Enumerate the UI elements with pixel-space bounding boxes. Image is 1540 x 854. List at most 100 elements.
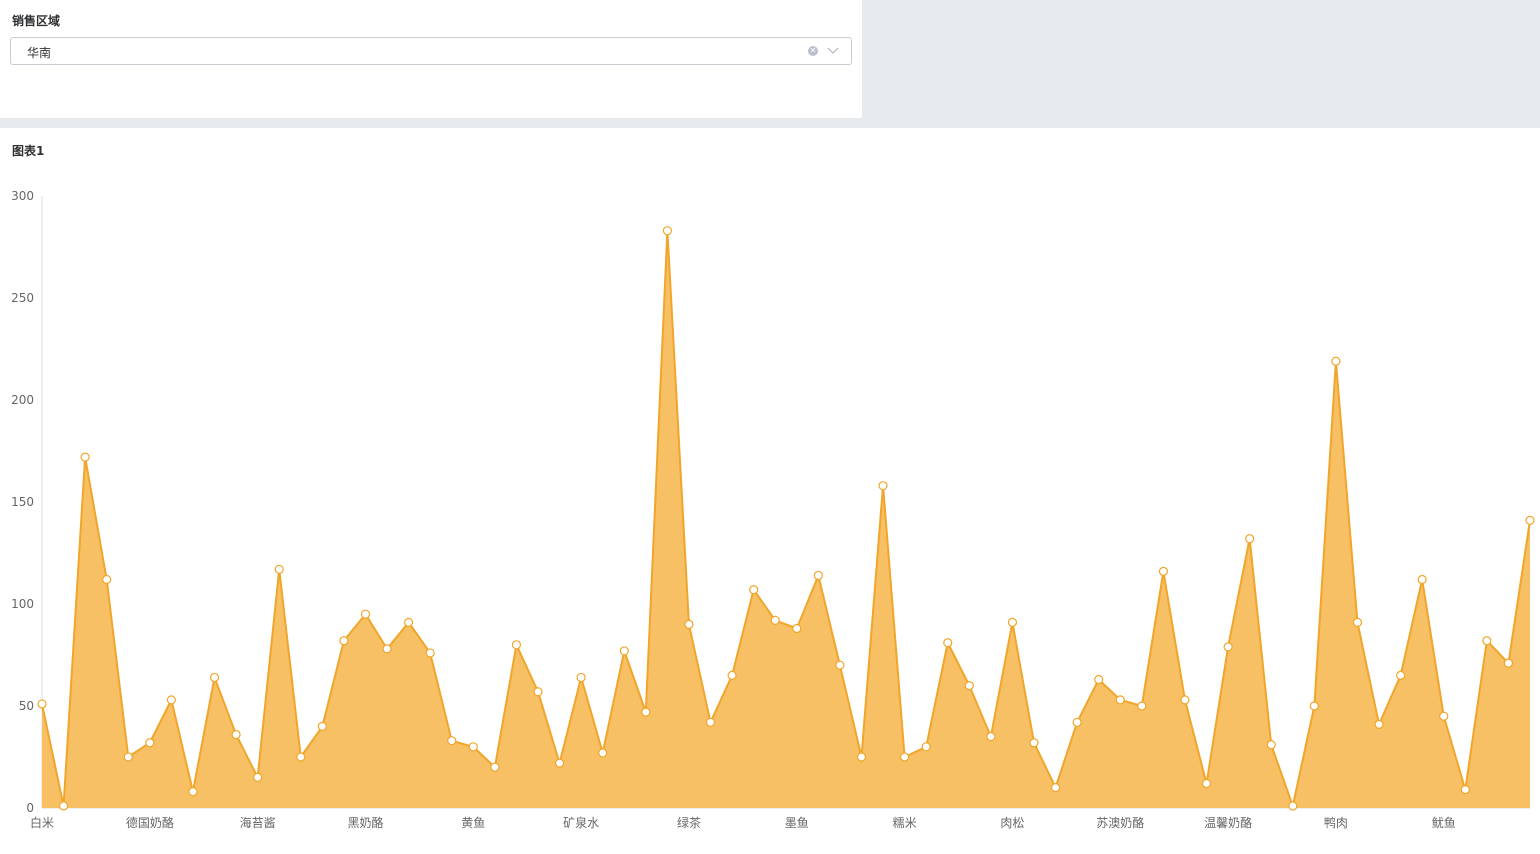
data-point <box>1007 617 1018 627</box>
data-point <box>490 762 500 772</box>
data-point <box>317 721 327 732</box>
data-point <box>1115 695 1125 705</box>
data-point <box>166 695 176 705</box>
data-point <box>619 646 629 656</box>
data-point <box>58 801 69 811</box>
data-point <box>1266 740 1276 750</box>
data-point <box>1288 801 1298 811</box>
data-point <box>296 752 306 762</box>
x-tick-label: 鸭肉 <box>1324 816 1348 830</box>
data-point <box>1503 658 1514 668</box>
data-point <box>37 699 47 709</box>
data-point <box>1094 674 1104 685</box>
filter-panel: 销售区域 华南 ✕ <box>0 0 862 118</box>
data-point <box>404 617 414 627</box>
data-point <box>878 481 888 491</box>
data-point <box>231 729 241 740</box>
x-tick-label: 苏澳奶酪 <box>1096 815 1144 830</box>
data-point <box>554 758 565 768</box>
x-tick-label: 海苔酱 <box>240 815 276 830</box>
data-point <box>835 660 845 670</box>
data-point <box>102 574 112 585</box>
x-tick-label: 白米 <box>30 815 54 830</box>
data-point <box>1158 566 1168 576</box>
data-point <box>1525 515 1535 525</box>
data-point <box>576 672 586 683</box>
x-tick-label: 黄鱼 <box>461 816 485 830</box>
clear-icon[interactable]: ✕ <box>808 46 818 56</box>
data-point <box>468 742 478 752</box>
x-tick-label: 绿茶 <box>677 815 701 830</box>
region-select[interactable]: 华南 ✕ <box>10 37 852 65</box>
data-point <box>770 615 780 625</box>
x-tick-label: 黑奶酪 <box>347 815 383 830</box>
data-point <box>382 644 392 654</box>
data-point <box>425 648 435 658</box>
data-point <box>792 623 802 634</box>
data-point <box>1137 701 1147 711</box>
data-point <box>900 752 910 762</box>
data-point <box>1439 711 1449 721</box>
x-tick-label: 糯米 <box>893 816 917 830</box>
data-point <box>339 636 349 646</box>
chevron-down-icon[interactable] <box>827 44 839 56</box>
data-point <box>253 772 263 783</box>
chart-title: 图表1 <box>12 144 45 158</box>
y-tick-label: 200 <box>11 393 34 407</box>
data-point <box>921 742 931 752</box>
data-point <box>1396 670 1406 681</box>
series-area <box>42 230 1530 808</box>
data-point <box>533 687 543 697</box>
data-point <box>1331 356 1341 366</box>
chart-panel: 图表1 0 50 100 150 200 250 300 白米 德国奶酪 海苔酱 黑奶酪 黄鱼 矿泉水 绿… <box>0 128 1540 854</box>
data-point <box>1374 719 1384 729</box>
data-point <box>1072 717 1082 727</box>
data-point <box>360 609 371 619</box>
data-point <box>1201 778 1212 789</box>
data-point <box>447 736 457 746</box>
data-point <box>209 672 220 683</box>
data-point <box>705 717 716 727</box>
data-point <box>145 738 155 748</box>
x-tick-label: 温馨奶酪 <box>1204 815 1252 830</box>
x-tick-label: 肉松 <box>1000 816 1024 830</box>
data-point <box>1482 636 1492 646</box>
y-tick-label: 250 <box>11 291 34 305</box>
data-point <box>1460 785 1470 795</box>
data-point <box>1223 642 1233 652</box>
data-point <box>1029 738 1039 748</box>
x-tick-label: 德国奶酪 <box>126 815 174 830</box>
y-tick-label: 50 <box>19 699 34 713</box>
data-point <box>1309 701 1319 711</box>
y-tick-label: 300 <box>11 189 34 203</box>
data-point <box>1417 574 1427 585</box>
y-tick-label: 100 <box>11 597 34 611</box>
data-point <box>749 585 759 595</box>
data-point <box>856 752 867 762</box>
x-tick-label: 鱿鱼 <box>1432 815 1456 830</box>
data-point <box>1352 617 1363 627</box>
data-point <box>1180 695 1190 705</box>
data-point <box>662 226 672 236</box>
filter-label: 销售区域 <box>12 14 61 28</box>
y-tick-label: 150 <box>11 495 34 509</box>
data-point <box>1245 534 1255 544</box>
data-point <box>943 638 953 648</box>
data-point <box>986 731 996 742</box>
data-point <box>274 564 284 574</box>
data-point <box>1050 782 1061 793</box>
data-point <box>813 570 823 581</box>
x-tick-label: 墨鱼 <box>785 816 809 830</box>
area-chart: 0 50 100 150 200 250 300 白米 德国奶酪 海苔酱 黑奶酪 黄鱼 矿泉水 绿茶 墨鱼 糯… <box>11 189 1535 830</box>
region-select-value: 华南 <box>27 46 52 60</box>
x-tick-label: 矿泉水 <box>563 816 599 830</box>
data-point <box>727 670 737 681</box>
y-tick-label: 0 <box>26 801 34 815</box>
data-point <box>80 452 90 462</box>
data-point <box>641 707 651 717</box>
data-point <box>964 680 974 691</box>
data-point <box>684 619 694 629</box>
data-point <box>123 752 133 762</box>
data-point <box>598 748 608 758</box>
series-line <box>41 229 1531 807</box>
